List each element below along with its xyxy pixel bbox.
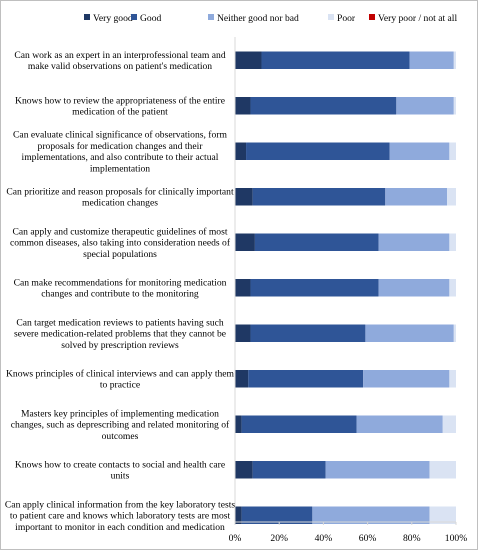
x-tick-label: 80%	[403, 533, 421, 544]
bar-segment	[250, 97, 397, 115]
category-label: Can apply and customize therapeutic guid…	[10, 226, 231, 259]
bar-segment	[235, 279, 251, 297]
x-tick-label: 60%	[359, 533, 377, 544]
bar-segment	[235, 51, 262, 69]
bar-segment	[241, 415, 357, 433]
bar-segment	[363, 370, 450, 388]
bar-segment	[235, 142, 247, 160]
x-tick-label: 40%	[315, 533, 333, 544]
bar-segment	[235, 370, 249, 388]
bar-segment	[447, 188, 456, 206]
bar-segment	[409, 51, 454, 69]
bar-segment	[365, 324, 454, 342]
bar-segment	[453, 324, 456, 342]
category-label: Can prioritize and reason proposals for …	[6, 186, 234, 208]
bar-segment	[261, 51, 410, 69]
x-tick-label: 100%	[445, 533, 467, 544]
bar-segment	[252, 461, 326, 479]
bar-segment	[246, 142, 390, 160]
bar-segment	[241, 506, 313, 524]
x-tick-label: 20%	[270, 533, 288, 544]
bar-segment	[356, 415, 443, 433]
legend-label: Good	[140, 13, 162, 24]
bar-segment	[254, 233, 379, 251]
bar-segment	[453, 97, 456, 115]
bar-segment	[325, 461, 430, 479]
x-axis: 0% 20% 40% 60% 80% 100%	[229, 37, 467, 544]
bar-segment	[449, 370, 456, 388]
category-label: Knows how to create contacts to social a…	[15, 459, 225, 481]
category-label: Can make recommendations for monitoring …	[14, 277, 227, 299]
category-label: Can evaluate clinical significance of ob…	[13, 130, 227, 175]
bar-segment	[235, 324, 251, 342]
bar-segment	[385, 188, 448, 206]
bar-segment	[449, 142, 456, 160]
bars	[235, 51, 456, 524]
bar-segment	[248, 370, 364, 388]
bar-segment	[389, 142, 450, 160]
legend-swatch	[369, 14, 375, 20]
category-label: Can apply clinical information from the …	[5, 499, 235, 533]
bar-segment	[396, 97, 454, 115]
category-label: Masters key principles of implementing m…	[11, 408, 230, 442]
category-label: Can target medication reviews to patient…	[14, 317, 226, 351]
bar-segment	[453, 51, 456, 69]
bar-segment	[429, 461, 456, 479]
legend-swatch	[328, 14, 334, 20]
category-labels: Can work as an expert in an interprofess…	[5, 50, 235, 533]
legend-label: Very good	[93, 13, 133, 24]
bar-segment	[429, 506, 456, 524]
bar-segment	[250, 324, 366, 342]
bar-segment	[235, 461, 253, 479]
bar-segment	[252, 188, 386, 206]
legend: Very good Good Neither good nor bad Poor Ver…	[84, 13, 457, 24]
bar-segment	[235, 188, 253, 206]
category-label: Can work as an expert in an interprofess…	[14, 50, 225, 72]
legend-swatch	[84, 14, 90, 20]
bar-segment	[378, 233, 450, 251]
bar-segment	[235, 506, 242, 524]
category-label: Knows principles of clinical interviews …	[6, 368, 235, 390]
legend-label: Poor	[337, 13, 356, 24]
bar-segment	[449, 233, 456, 251]
bar-segment	[449, 279, 456, 297]
bar-segment	[378, 279, 450, 297]
category-label: Knows how to review the appropriateness …	[15, 95, 225, 117]
x-tick-label: 0%	[229, 533, 242, 544]
legend-label: Very poor / not at all	[378, 13, 457, 24]
legend-swatch	[131, 14, 137, 20]
bar-segment	[235, 415, 242, 433]
legend-label: Neither good nor bad	[217, 13, 299, 24]
legend-swatch	[208, 14, 214, 20]
bar-segment	[312, 506, 430, 524]
bar-segment	[235, 97, 251, 115]
bar-segment	[250, 279, 379, 297]
bar-segment	[442, 415, 456, 433]
bar-segment	[235, 233, 255, 251]
